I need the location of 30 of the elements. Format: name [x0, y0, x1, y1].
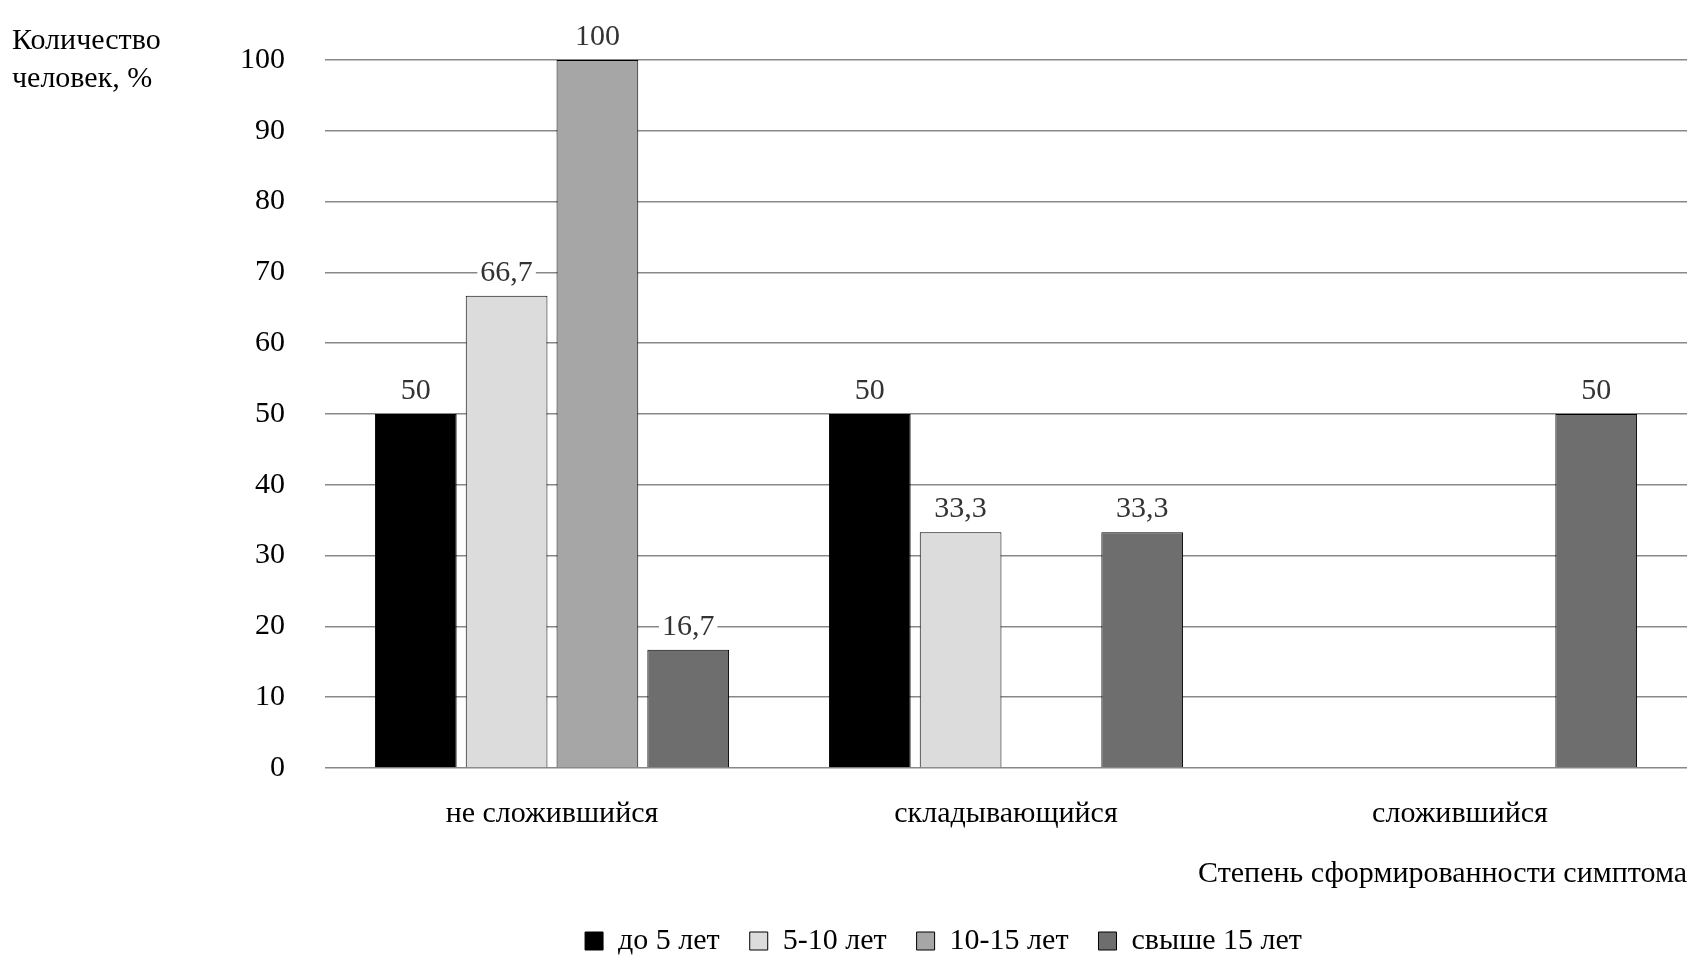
data-label: 16,7: [661, 607, 715, 641]
data-label: 33,3: [934, 490, 987, 524]
legend-label: свыше 15 лет: [1131, 921, 1302, 955]
y-tick-label: 40: [255, 465, 285, 499]
y-tick-label: 100: [240, 40, 285, 74]
y-tick-label: 20: [255, 607, 285, 641]
x-tick-label: сложившийся: [1372, 794, 1549, 828]
y-tick-label: 60: [255, 324, 285, 358]
y-tick-label: 70: [255, 253, 285, 287]
y-tick-label: 50: [255, 394, 285, 428]
y-tick-label: 90: [255, 111, 285, 145]
data-label: 100: [574, 17, 620, 51]
y-tick-label: 0: [270, 748, 285, 782]
bar: [374, 414, 457, 768]
y-tick-label: 80: [255, 182, 285, 216]
y-axis-title: Количество человек, %: [12, 21, 162, 95]
legend-label: 5-10 лет: [782, 921, 887, 955]
data-label: 50: [1581, 371, 1612, 405]
legend-label: 10-15 лет: [949, 921, 1069, 955]
x-tick-label: не сложившийся: [445, 794, 659, 828]
bar: [828, 414, 911, 768]
legend-label: до 5 лет: [618, 921, 720, 955]
data-label: 66,7: [480, 253, 533, 287]
x-tick-label: складывающийся: [894, 794, 1118, 828]
x-axis-title: Степень сформированности симптома: [1198, 854, 1687, 888]
data-label: 33,3: [1115, 490, 1169, 524]
data-label: 50: [854, 371, 885, 405]
y-tick-label: 10: [255, 678, 285, 712]
data-label: 50: [400, 371, 431, 405]
y-tick-label: 30: [255, 536, 285, 570]
